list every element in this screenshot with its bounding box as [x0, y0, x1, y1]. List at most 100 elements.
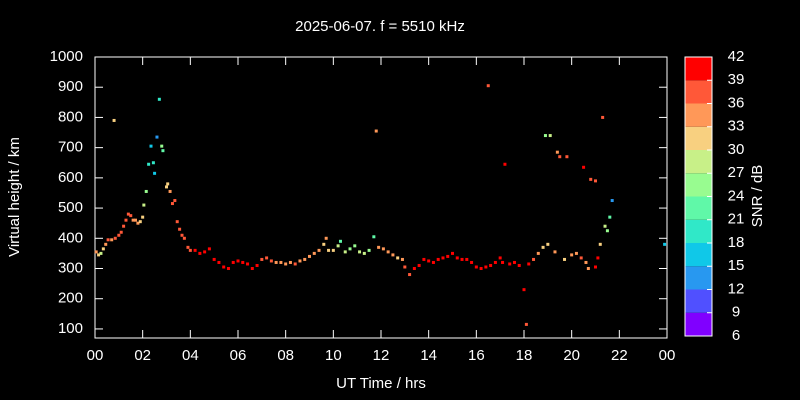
data-point — [589, 177, 593, 181]
data-point — [203, 250, 207, 254]
data-point — [255, 263, 259, 267]
data-point — [149, 144, 153, 148]
data-point — [548, 134, 552, 138]
data-point — [153, 171, 157, 175]
data-point — [436, 257, 440, 261]
data-point — [367, 248, 371, 252]
data-point — [484, 265, 488, 269]
data-point — [157, 97, 161, 101]
y-tick-label: 1000 — [50, 48, 83, 65]
data-point — [131, 218, 135, 222]
data-point — [601, 115, 605, 119]
data-point — [396, 256, 400, 260]
data-point — [188, 248, 192, 252]
data-point — [336, 244, 340, 248]
x-tick-label: 16 — [468, 347, 485, 364]
data-point — [175, 220, 179, 224]
x-tick-label: 14 — [420, 347, 437, 364]
x-tick-label: 08 — [277, 347, 294, 364]
data-point — [374, 129, 378, 133]
data-point — [508, 262, 512, 266]
colorbar-tick-label: 21 — [728, 211, 745, 228]
data-point — [279, 260, 283, 264]
data-point — [391, 253, 395, 257]
data-point — [386, 250, 390, 254]
data-point — [522, 288, 526, 292]
data-point — [579, 256, 583, 260]
y-tick-label: 100 — [58, 320, 83, 337]
data-point — [570, 253, 574, 257]
colorbar-tick-label: 33 — [728, 118, 745, 135]
colorbar-tick-label: 30 — [728, 141, 745, 158]
data-point — [303, 257, 307, 261]
data-point — [498, 256, 502, 260]
colorbar-band — [685, 219, 712, 243]
data-point — [532, 257, 536, 261]
data-point — [565, 155, 569, 159]
x-tick-label: 06 — [230, 347, 247, 364]
x-tick-label: 04 — [182, 347, 199, 364]
data-point — [106, 238, 110, 242]
data-point — [594, 179, 597, 183]
data-point — [517, 263, 521, 267]
data-point — [598, 242, 602, 246]
data-point — [117, 233, 121, 237]
data-point — [182, 236, 186, 240]
x-tick-label: 02 — [134, 347, 151, 364]
data-point — [343, 250, 347, 254]
y-tick-label: 400 — [58, 229, 83, 246]
data-point — [408, 273, 412, 277]
data-point — [207, 247, 211, 251]
y-tick-label: 700 — [58, 139, 83, 156]
data-point — [112, 118, 116, 122]
colorbar-tick-label: 6 — [732, 327, 740, 344]
data-point — [479, 267, 483, 271]
y-tick-label: 500 — [58, 199, 83, 216]
colorbar-band — [685, 80, 712, 104]
data-point — [582, 165, 586, 169]
data-point — [610, 199, 614, 203]
data-point — [381, 247, 385, 251]
data-point — [308, 254, 311, 258]
data-point — [284, 262, 288, 266]
data-point — [119, 230, 123, 234]
data-point — [126, 212, 130, 216]
data-point — [241, 260, 245, 264]
x-tick-label: 18 — [516, 347, 533, 364]
data-point — [451, 251, 454, 255]
colorbar-label: SNR / dB — [749, 165, 766, 228]
colorbar-band — [685, 126, 712, 150]
colorbar-tick-label: 9 — [732, 304, 740, 321]
data-point — [222, 265, 226, 269]
data-point — [265, 256, 269, 260]
data-point — [555, 150, 559, 154]
y-tick-label: 800 — [58, 108, 83, 125]
colorbar-band — [685, 103, 712, 127]
colorbar-band — [685, 150, 712, 174]
data-point — [663, 242, 667, 246]
data-point — [160, 144, 164, 148]
data-point — [317, 248, 321, 252]
data-point — [104, 242, 108, 246]
data-point — [541, 245, 545, 249]
x-tick-label: 22 — [611, 347, 628, 364]
y-axis-label: Virtual height / km — [6, 137, 23, 257]
data-point — [212, 257, 216, 261]
data-point — [417, 263, 421, 267]
data-point — [503, 162, 507, 166]
data-point — [372, 235, 376, 239]
data-point — [298, 259, 302, 263]
data-point — [274, 260, 278, 264]
data-point — [441, 256, 445, 260]
data-point — [122, 224, 126, 228]
data-point — [348, 247, 352, 251]
data-point — [470, 260, 474, 264]
data-point — [151, 161, 155, 165]
data-point — [101, 247, 105, 251]
data-point — [553, 250, 557, 254]
colorbar-tick-label: 42 — [728, 48, 745, 65]
data-point — [543, 134, 547, 138]
data-point — [584, 260, 588, 264]
data-point — [138, 220, 142, 224]
data-point — [124, 218, 128, 222]
